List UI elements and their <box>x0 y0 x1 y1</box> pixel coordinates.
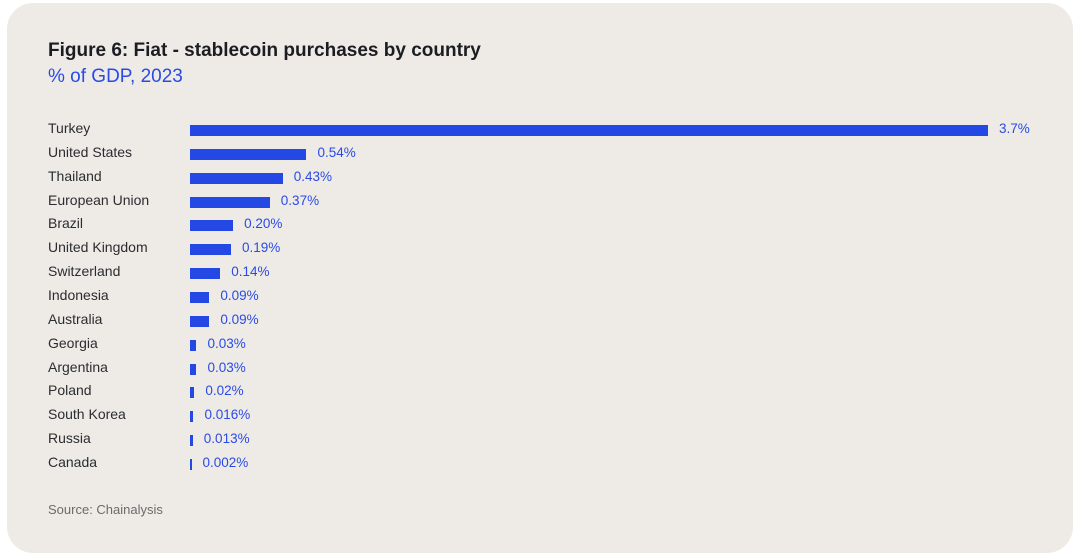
bar <box>190 458 192 470</box>
category-label: Poland <box>48 382 92 399</box>
data-label: 0.02% <box>205 383 244 399</box>
category-label: Turkey <box>48 120 91 136</box>
category-label: South Korea <box>48 406 126 423</box>
data-label: 0.37% <box>280 192 320 208</box>
category-label: Canada <box>48 453 98 470</box>
category-label: Russia <box>48 430 91 447</box>
bar <box>190 172 283 184</box>
data-label: 0.43% <box>293 168 333 184</box>
bar <box>190 244 231 256</box>
chart-card <box>7 3 1073 553</box>
source-note: Source: Chainalysis <box>48 502 163 517</box>
bar <box>190 268 221 280</box>
data-label: 0.03% <box>207 359 246 375</box>
data-label: 0.013% <box>203 431 250 447</box>
data-label: 0.09% <box>220 287 259 303</box>
bar <box>190 125 988 136</box>
category-label: Thailand <box>48 167 102 184</box>
bar <box>190 435 193 447</box>
bar <box>190 411 194 423</box>
bar <box>190 220 234 232</box>
category-label: European Union <box>48 191 150 208</box>
bar <box>190 291 210 303</box>
bar <box>190 363 197 375</box>
chart-subtitle: % of GDP, 2023 <box>48 66 183 87</box>
category-label: United States <box>48 143 133 160</box>
category-label: Georgia <box>48 334 98 351</box>
bar <box>190 148 307 160</box>
category-label: Indonesia <box>48 286 109 303</box>
bar <box>190 196 270 208</box>
bar <box>190 339 197 351</box>
data-label: 0.002% <box>202 454 249 470</box>
bar <box>190 315 210 327</box>
chart-title: Figure 6: Fiat - stablecoin purchases by… <box>48 40 481 61</box>
data-label: 0.03% <box>207 335 246 351</box>
category-label: United Kingdom <box>48 239 148 256</box>
bar <box>190 387 195 399</box>
data-label: 0.14% <box>231 264 270 280</box>
data-label: 0.19% <box>241 240 281 256</box>
category-label: Switzerland <box>48 263 121 280</box>
data-label: 0.09% <box>220 311 259 327</box>
data-label: 0.20% <box>244 216 283 232</box>
category-label: Argentina <box>48 358 108 375</box>
data-label: 0.016% <box>204 407 251 423</box>
data-label: 3.7% <box>999 121 1030 136</box>
category-label: Brazil <box>48 215 84 232</box>
data-label: 0.54% <box>317 144 356 160</box>
category-label: Australia <box>48 310 103 327</box>
